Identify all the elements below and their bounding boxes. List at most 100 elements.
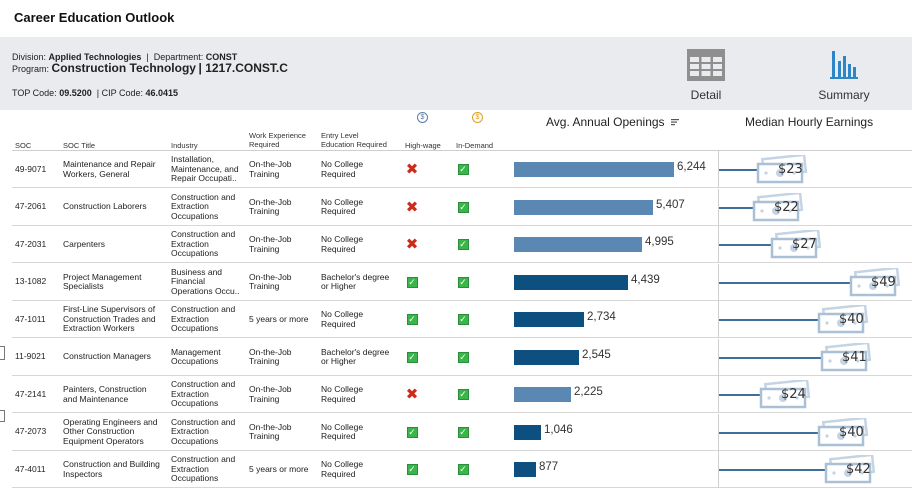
earnings-line[interactable] bbox=[719, 356, 866, 359]
work-experience: On-the-Job Training bbox=[249, 159, 292, 179]
openings-bar[interactable] bbox=[514, 424, 541, 440]
table-row[interactable]: 47-4011 Construction and Building Inspecto… bbox=[12, 451, 912, 488]
col-header-soc: SOC bbox=[15, 141, 32, 150]
table-row[interactable]: 47-2031 Carpenters Construction and Extract… bbox=[12, 226, 912, 263]
work-experience: On-the-Job Training bbox=[249, 234, 292, 254]
program-line: Program: Construction Technology | 1217.… bbox=[12, 61, 288, 75]
codes-line: TOP Code: 09.5200 | CIP Code: 46.0415 bbox=[12, 88, 179, 98]
openings-bar[interactable] bbox=[514, 237, 642, 252]
earnings-line[interactable] bbox=[719, 431, 863, 434]
entry-education: Bachelor's degree or Higher bbox=[321, 346, 390, 366]
col-header-work-experience: Work Experience Required bbox=[249, 131, 306, 149]
soc-code: 13-1082 bbox=[15, 276, 47, 287]
table-row[interactable]: 49-9071 Maintenance and Repair Workers, Ge… bbox=[12, 151, 912, 188]
entry-education: No College Required bbox=[321, 459, 364, 479]
col-header-soc-title: SOC Title bbox=[63, 141, 96, 150]
in-demand-info-icon[interactable]: $ bbox=[472, 112, 483, 123]
summary-view-button[interactable]: Summary bbox=[812, 49, 876, 102]
detail-label: Detail bbox=[690, 88, 722, 102]
col-header-industry: Industry bbox=[171, 141, 198, 150]
table-grid-icon bbox=[687, 49, 725, 81]
work-experience: On-the-Job Training bbox=[249, 384, 292, 404]
soc-code: 47-2141 bbox=[15, 388, 47, 399]
earnings-cell: $23 bbox=[719, 151, 912, 188]
money-bill-icon bbox=[817, 417, 869, 446]
openings-bar[interactable] bbox=[514, 349, 579, 365]
soc-code: 11-9021 bbox=[15, 351, 46, 362]
soc-title: Construction and Building Inspectors bbox=[63, 459, 160, 479]
soc-title: Maintenance and Repair Workers, General bbox=[63, 159, 156, 179]
division-line: Division: Applied Technologies | Departm… bbox=[12, 52, 238, 62]
earnings-line[interactable] bbox=[719, 319, 863, 321]
summary-label: Summary bbox=[818, 88, 870, 102]
table-row[interactable]: 13-1082 Project Management Specialists Busi… bbox=[12, 263, 912, 301]
table-row[interactable]: 47-2073 Operating Engineers and Other Cons… bbox=[12, 413, 912, 451]
high-wage-check-icon: ✓ bbox=[406, 426, 418, 438]
openings-bar[interactable] bbox=[514, 274, 628, 290]
high-wage-x-icon: ✖ bbox=[405, 386, 419, 403]
in-demand-check-icon: ✓ bbox=[457, 201, 469, 213]
earnings-cell: $49 bbox=[719, 264, 912, 301]
openings-bar-cell: 877 bbox=[514, 451, 718, 488]
high-wage-x-icon: ✖ bbox=[405, 161, 419, 178]
high-wage-info-icon[interactable]: $ bbox=[417, 112, 428, 123]
soc-code: 49-9071 bbox=[15, 163, 47, 174]
openings-value: 5,407 bbox=[656, 198, 685, 211]
openings-bar-cell: 5,407 bbox=[514, 189, 718, 226]
industry: Management Occupations bbox=[171, 346, 221, 366]
col-header-openings[interactable]: Avg. Annual Openings bbox=[546, 115, 680, 129]
work-experience: 5 years or more bbox=[249, 463, 309, 474]
soc-title: Construction Managers bbox=[63, 351, 151, 362]
earnings-value: $49 bbox=[871, 274, 896, 290]
openings-value: 1,046 bbox=[544, 423, 573, 436]
industry: Construction and Extraction Occupations bbox=[171, 454, 236, 484]
table-row[interactable]: 47-2141 Painters, Construction and Mainten… bbox=[12, 376, 912, 413]
money-bill-icon bbox=[752, 192, 804, 221]
entry-education: No College Required bbox=[321, 159, 364, 179]
industry: Installation, Maintenance, and Repair Occu… bbox=[171, 154, 239, 184]
earnings-line[interactable] bbox=[719, 244, 816, 246]
earnings-cell: $22 bbox=[719, 189, 912, 226]
openings-bar-cell: 4,995 bbox=[514, 226, 718, 263]
openings-bar[interactable] bbox=[514, 462, 536, 477]
table-row[interactable]: 47-2061 Construction Laborers Construction… bbox=[12, 188, 912, 226]
money-bill-icon bbox=[820, 342, 872, 371]
openings-bar[interactable] bbox=[514, 312, 584, 327]
earnings-line[interactable] bbox=[719, 281, 895, 284]
earnings-value: $40 bbox=[839, 424, 864, 440]
earnings-value: $40 bbox=[839, 312, 864, 327]
earnings-line[interactable] bbox=[719, 469, 870, 471]
sort-icon[interactable] bbox=[670, 118, 680, 126]
work-experience: On-the-Job Training bbox=[249, 271, 292, 291]
work-experience: 5 years or more bbox=[249, 313, 309, 324]
table-row[interactable]: 11-9021 Construction Managers Management Oc… bbox=[12, 338, 912, 376]
in-demand-check-icon: ✓ bbox=[457, 276, 469, 288]
work-experience: On-the-Job Training bbox=[249, 421, 292, 441]
department-value: CONST bbox=[205, 52, 238, 62]
table-row[interactable]: 47-1011 First-Line Supervisors of Construc… bbox=[12, 301, 912, 338]
openings-value: 2,225 bbox=[574, 386, 603, 398]
openings-bar[interactable] bbox=[514, 162, 674, 177]
earnings-value: $22 bbox=[774, 199, 799, 215]
table-top-border bbox=[12, 150, 912, 151]
openings-bar-cell: 2,734 bbox=[514, 301, 718, 338]
openings-bar[interactable] bbox=[514, 199, 653, 215]
earnings-cell: $40 bbox=[719, 301, 912, 338]
openings-value: 4,439 bbox=[631, 273, 660, 286]
division-value: Applied Technologies bbox=[48, 52, 142, 62]
high-wage-x-icon: ✖ bbox=[405, 198, 419, 216]
soc-code: 47-2061 bbox=[15, 201, 47, 212]
in-demand-check-icon: ✓ bbox=[457, 239, 469, 250]
earnings-value: $24 bbox=[781, 387, 806, 402]
work-experience: On-the-Job Training bbox=[249, 196, 292, 216]
openings-value: 2,545 bbox=[582, 348, 611, 361]
entry-education: Bachelor's degree or Higher bbox=[321, 271, 390, 291]
detail-view-button[interactable]: Detail bbox=[684, 49, 728, 102]
edge-marker bbox=[0, 410, 5, 422]
col-header-in-demand: In-Demand bbox=[456, 141, 494, 150]
high-wage-check-icon: ✓ bbox=[406, 464, 418, 475]
openings-bar[interactable] bbox=[514, 387, 571, 402]
program-code: 1217.CONST.C bbox=[205, 61, 288, 75]
in-demand-check-icon: ✓ bbox=[457, 426, 469, 438]
industry: Construction and Extraction Occupations bbox=[171, 191, 236, 221]
